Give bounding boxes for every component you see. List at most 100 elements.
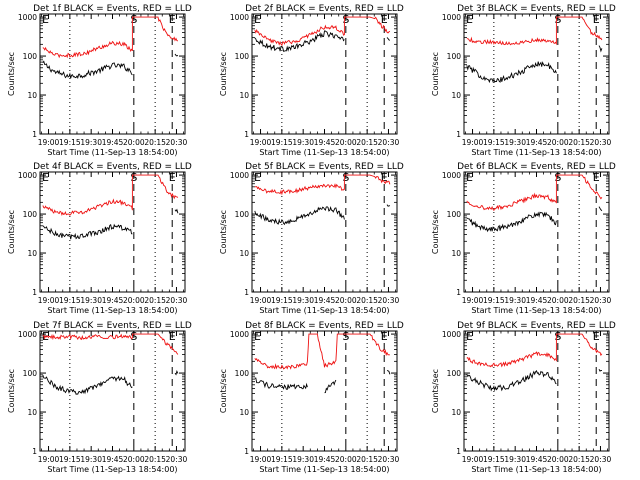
x-tick-label: 19:45	[102, 296, 124, 305]
panel-det-6f: Det 6f BLACK = Events, RED = LLD 1 10 100 10…	[431, 162, 616, 315]
y-tick-label: 10	[239, 91, 249, 100]
x-tick-label: 19:30	[292, 296, 314, 305]
panel-det-7f: Det 7f BLACK = Events, RED = LLD 1 10 100 10…	[7, 321, 192, 474]
plot-frame	[463, 330, 610, 452]
x-tick-label: 19:00	[250, 296, 272, 305]
y-tick-label: 100	[23, 210, 38, 219]
trace-lld	[42, 16, 179, 59]
panel-det-3f: Det 3f BLACK = Events, RED = LLD 1 10 100 10…	[431, 4, 616, 157]
trace-events	[254, 370, 391, 394]
y-axis-label: Counts/sec	[219, 210, 228, 254]
marker-label-E: E	[169, 13, 176, 26]
panel-title: Det 9f BLACK = Events, RED = LLD	[457, 321, 616, 331]
trace-lld	[254, 16, 391, 47]
trace-events	[254, 30, 391, 52]
marker-label-S: S	[130, 171, 137, 184]
panel-title: Det 3f BLACK = Events, RED = LLD	[457, 4, 616, 14]
x-tick-label: 20:30	[378, 296, 400, 305]
x-tick-label: 20:30	[590, 296, 612, 305]
x-tick-label: 20:00	[123, 455, 145, 464]
x-tick-label: 19:15	[271, 455, 293, 464]
trace-events	[254, 204, 391, 226]
y-tick-label: 10	[451, 408, 461, 417]
y-tick-label: 1000	[230, 330, 249, 339]
y-tick-label: 100	[235, 210, 250, 219]
marker-label-E-left: E	[42, 13, 49, 26]
marker-label-E-left: E	[254, 13, 261, 26]
marker-label-E-left: E	[466, 171, 473, 184]
x-tick-label: 20:15	[144, 455, 166, 464]
x-axis-label: Start Time (11-Sep-13 18:54:00)	[47, 148, 177, 157]
trace-events	[466, 368, 602, 392]
y-tick-label: 1	[244, 447, 249, 456]
x-tick-label: 19:00	[250, 455, 272, 464]
x-tick-label: 19:00	[462, 296, 484, 305]
x-tick-label: 19:45	[314, 455, 336, 464]
x-tick-label: 19:30	[80, 296, 102, 305]
y-tick-label: 1	[244, 288, 249, 297]
x-axis-label: Start Time (11-Sep-13 18:54:00)	[259, 465, 389, 474]
plot-frame	[251, 330, 398, 452]
panel-det-1f: Det 1f BLACK = Events, RED = LLD 1 10 100 10…	[7, 4, 192, 157]
plot-frame	[39, 330, 186, 452]
y-tick-label: 1	[456, 130, 461, 139]
x-tick-label: 20:30	[590, 138, 612, 147]
marker-label-S: S	[342, 171, 349, 184]
y-tick-label: 1	[244, 130, 249, 139]
panel-title: Det 4f BLACK = Events, RED = LLD	[33, 162, 192, 172]
x-tick-label: 20:15	[568, 296, 590, 305]
x-tick-label: 19:00	[38, 455, 60, 464]
plot-frame	[463, 13, 610, 135]
marker-label-E: E	[381, 171, 388, 184]
marker-label-E: E	[381, 330, 388, 343]
plot-frame	[251, 171, 398, 293]
y-tick-label: 1000	[442, 330, 461, 339]
y-tick-label: 1	[32, 447, 37, 456]
y-tick-label: 100	[447, 369, 462, 378]
x-tick-label: 19:15	[483, 296, 505, 305]
x-tick-label: 19:30	[80, 138, 102, 147]
y-tick-label: 10	[27, 249, 37, 258]
y-tick-label: 1000	[442, 13, 461, 22]
y-tick-label: 1	[32, 130, 37, 139]
x-tick-label: 20:00	[335, 138, 357, 147]
panel-title: Det 5f BLACK = Events, RED = LLD	[245, 162, 404, 172]
marker-label-E-left: E	[254, 330, 261, 343]
y-axis-label: Counts/sec	[7, 52, 16, 96]
x-tick-label: 20:00	[547, 455, 569, 464]
x-tick-label: 20:00	[335, 296, 357, 305]
panel-det-9f: Det 9f BLACK = Events, RED = LLD 1 10 100 10…	[431, 321, 616, 474]
x-tick-label: 19:45	[526, 138, 548, 147]
marker-label-E: E	[169, 330, 176, 343]
x-tick-label: 19:45	[314, 296, 336, 305]
trace-events	[42, 208, 179, 240]
x-tick-label: 19:45	[526, 455, 548, 464]
panel-title: Det 6f BLACK = Events, RED = LLD	[457, 162, 616, 172]
plot-frame	[251, 13, 398, 135]
y-axis-label: Counts/sec	[431, 369, 440, 413]
x-tick-label: 19:30	[504, 296, 526, 305]
y-tick-label: 1000	[18, 330, 37, 339]
x-tick-label: 20:15	[356, 296, 378, 305]
x-tick-label: 19:15	[59, 138, 81, 147]
x-axis-label: Start Time (11-Sep-13 18:54:00)	[471, 306, 601, 315]
x-tick-label: 19:00	[250, 138, 272, 147]
y-tick-label: 1	[456, 447, 461, 456]
plot-frame	[39, 171, 186, 293]
y-tick-label: 1000	[18, 13, 37, 22]
x-tick-label: 19:45	[526, 296, 548, 305]
trace-lld	[42, 333, 179, 355]
trace-lld	[466, 174, 603, 212]
panel-det-4f: Det 4f BLACK = Events, RED = LLD 1 10 100 10…	[7, 162, 192, 315]
y-axis-label: Counts/sec	[431, 210, 440, 254]
x-tick-label: 20:15	[568, 455, 590, 464]
x-tick-label: 20:00	[547, 296, 569, 305]
trace-events	[42, 369, 179, 395]
x-tick-label: 20:15	[356, 138, 378, 147]
marker-label-S: S	[130, 13, 137, 26]
y-tick-label: 100	[235, 369, 250, 378]
x-tick-label: 19:30	[292, 138, 314, 147]
x-tick-label: 20:30	[166, 296, 188, 305]
x-tick-label: 19:45	[102, 138, 124, 147]
